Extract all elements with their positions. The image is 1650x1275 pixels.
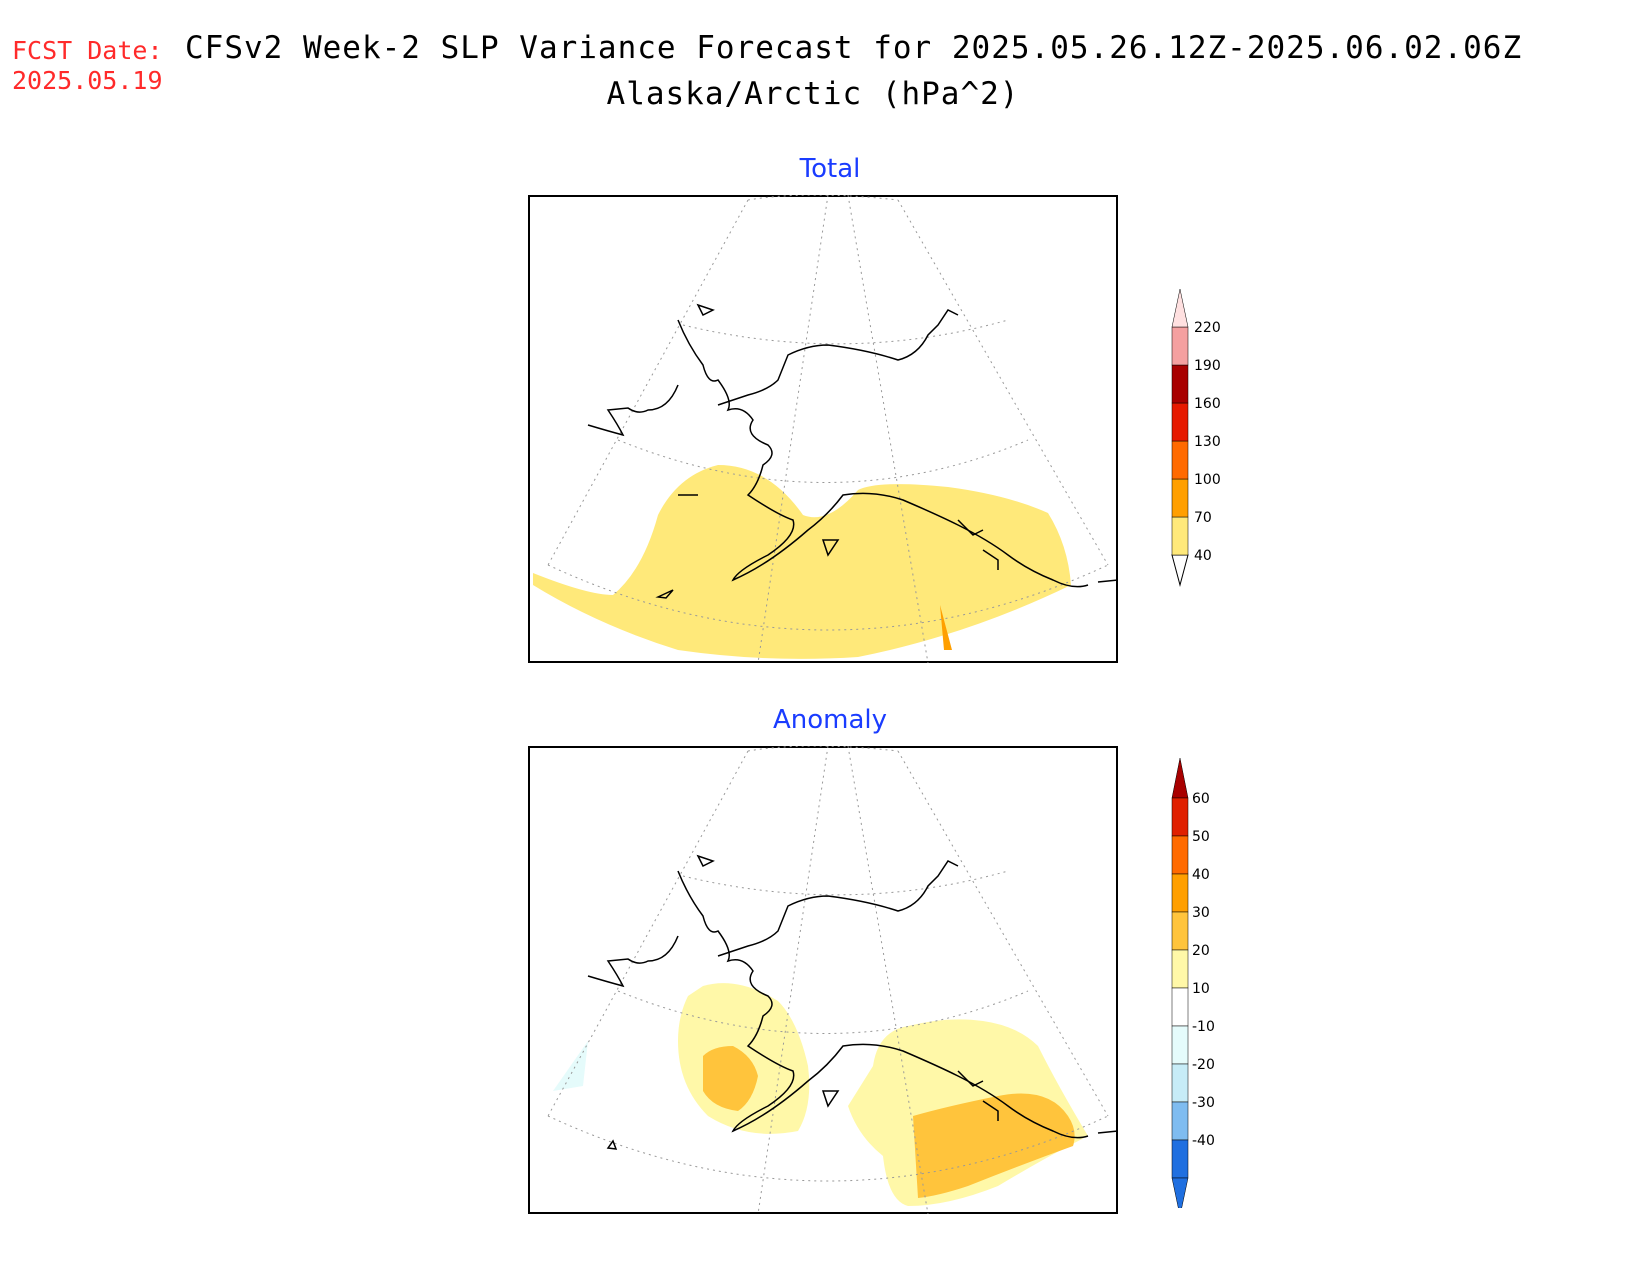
colorbar-total-swatch bbox=[1171, 364, 1189, 404]
colorbar-anomaly-upper-triangle bbox=[1171, 758, 1189, 799]
colorbar-anomaly-lower-triangle bbox=[1171, 1177, 1189, 1208]
figure-subtitle: Alaska/Arctic (hPa^2) bbox=[0, 76, 1650, 112]
colorbar-total-swatch bbox=[1171, 516, 1189, 556]
colorbar-anomaly-tick-label: 50 bbox=[1192, 829, 1210, 845]
map-total bbox=[528, 195, 1118, 663]
colorbar-total: 40 70 100 130 160 190 220 bbox=[1171, 288, 1221, 587]
forecast-date-label: FCST Date: bbox=[12, 36, 163, 65]
colorbar-total-swatch bbox=[1171, 402, 1189, 442]
figure-title: CFSv2 Week-2 SLP Variance Forecast for 2… bbox=[185, 30, 1523, 66]
forecast-date-block: FCST Date: 2025.05.19 bbox=[12, 36, 163, 96]
map-anomaly bbox=[528, 746, 1118, 1214]
colorbar-anomaly-swatch bbox=[1171, 949, 1189, 989]
colorbar-anomaly-tick-label: 30 bbox=[1192, 905, 1210, 921]
total-variance-region bbox=[533, 465, 1071, 659]
colorbar-anomaly-swatch bbox=[1171, 797, 1189, 837]
colorbar-total-tick-label: 100 bbox=[1194, 472, 1221, 488]
colorbar-total-tick-label: 130 bbox=[1194, 434, 1221, 450]
colorbar-anomaly-tick-label: 20 bbox=[1192, 943, 1210, 959]
colorbar-total-lower-tail bbox=[1171, 554, 1189, 587]
figure-subtitle-text: Alaska/Arctic (hPa^2) bbox=[606, 76, 1020, 112]
colorbar-anomaly-swatch bbox=[1171, 911, 1189, 951]
colorbar-anomaly-swatch bbox=[1171, 1101, 1189, 1141]
colorbar-anomaly-swatch bbox=[1171, 873, 1189, 913]
colorbar-anomaly-swatch bbox=[1171, 987, 1189, 1027]
colorbar-anomaly-tick-label: 10 bbox=[1192, 981, 1210, 997]
anomaly-cyan-patch bbox=[553, 1041, 588, 1091]
total-orange-streak bbox=[940, 605, 952, 650]
coastline bbox=[587, 303, 1118, 599]
anomaly-east-orange bbox=[913, 1093, 1075, 1198]
colorbar-anomaly-tick-label: -30 bbox=[1192, 1095, 1215, 1111]
colorbar-anomaly-tick-label: 60 bbox=[1192, 791, 1210, 807]
colorbar-total-tick-label: 220 bbox=[1194, 320, 1221, 336]
colorbar-anomaly-tick-label: -40 bbox=[1192, 1133, 1215, 1149]
colorbar-anomaly-swatch bbox=[1171, 1139, 1189, 1179]
colorbar-total-swatch bbox=[1171, 440, 1189, 480]
colorbar-total-swatch bbox=[1171, 326, 1189, 366]
coastline-anomaly bbox=[587, 854, 1118, 1150]
forecast-date-value: 2025.05.19 bbox=[12, 66, 163, 95]
colorbar-total-tick-label: 190 bbox=[1194, 358, 1221, 374]
colorbar-anomaly-swatch bbox=[1171, 835, 1189, 875]
colorbar-anomaly-tick-label: -10 bbox=[1192, 1019, 1215, 1035]
panel-title-anomaly: Anomaly bbox=[772, 705, 888, 735]
colorbar-total-swatch bbox=[1171, 478, 1189, 518]
anomaly-west-orange bbox=[703, 1046, 758, 1111]
colorbar-total-tick-label: 70 bbox=[1194, 510, 1212, 526]
graticule bbox=[547, 195, 1109, 663]
colorbar-total-tick-label: 40 bbox=[1194, 548, 1212, 564]
colorbar-anomaly-tick-label: 40 bbox=[1192, 867, 1210, 883]
colorbar-anomaly: 60 50 40 30 20 10 -10 -20 -30 -40 bbox=[1171, 758, 1215, 1208]
colorbar-anomaly-swatch bbox=[1171, 1063, 1189, 1103]
colorbar-total-tick-label: 160 bbox=[1194, 396, 1221, 412]
colorbar-anomaly-swatch bbox=[1171, 1025, 1189, 1065]
colorbar-total-swatch bbox=[1171, 288, 1189, 328]
panel-title-total: Total bbox=[799, 154, 861, 184]
colorbar-anomaly-tick-label: -20 bbox=[1192, 1057, 1215, 1073]
graticule-anomaly bbox=[547, 746, 1109, 1214]
